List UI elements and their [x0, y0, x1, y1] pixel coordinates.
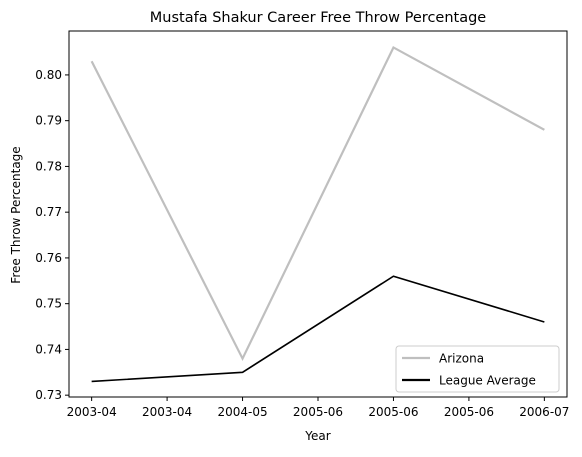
y-tick-label: 0.75 — [35, 297, 62, 311]
legend-label-arizona: Arizona — [439, 352, 484, 366]
legend-box — [395, 345, 560, 393]
chart-title: Mustafa Shakur Career Free Throw Percent… — [150, 10, 487, 26]
y-tick-label: 0.74 — [35, 342, 62, 356]
x-tick-label: 2006-07 — [519, 405, 569, 419]
y-axis-title: Free Throw Percentage — [9, 146, 23, 283]
y-tick-label: 0.76 — [35, 251, 62, 265]
x-tick-label: 2005-06 — [293, 405, 343, 419]
x-tick-label: 2005-06 — [444, 405, 494, 419]
x-tick-label: 2003-04 — [67, 405, 117, 419]
x-tick-label: 2004-05 — [217, 405, 267, 419]
series-line-league-average — [91, 275, 545, 383]
y-tick-label: 0.78 — [35, 159, 62, 173]
x-tick-label: 2005-06 — [368, 405, 418, 419]
plot-frame — [68, 30, 568, 398]
series-line-arizona — [90, 45, 545, 362]
y-tick-label: 0.73 — [35, 388, 62, 402]
y-tick-label: 0.77 — [35, 205, 62, 219]
y-tick-label: 0.80 — [35, 68, 62, 82]
plot-area: 0.73 0.74 0.75 0.76 0.77 0.78 0.79 0.80 2003-04 2… — [35, 30, 569, 419]
y-tick-label: 0.79 — [35, 114, 62, 128]
x-axis-title: Year — [304, 429, 330, 443]
x-tick-label: 2003-04 — [142, 405, 192, 419]
legend-label-league-average: League Average — [439, 374, 536, 388]
